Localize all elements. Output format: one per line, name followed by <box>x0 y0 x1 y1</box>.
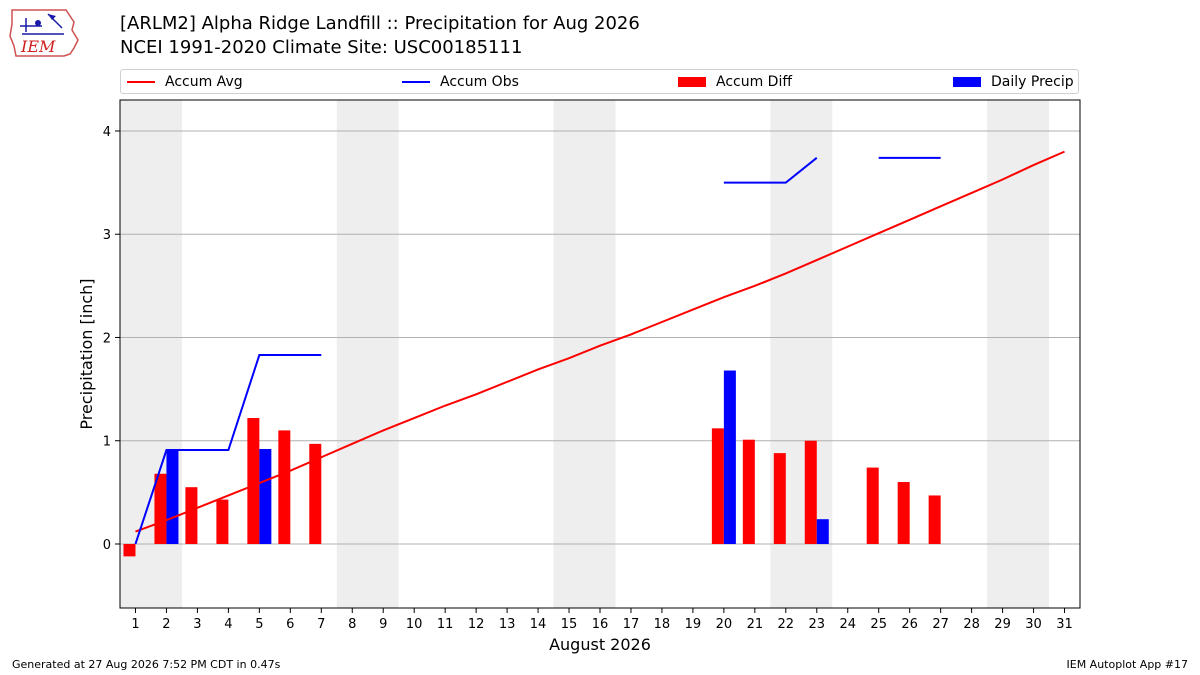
legend-label-accum-diff: Accum Diff <box>716 73 793 90</box>
legend-swatch-accum-obs <box>402 80 430 83</box>
logo-text: IEM <box>20 37 56 56</box>
x-tick-label-4: 4 <box>224 617 232 632</box>
accum-diff-bar-day-27 <box>928 495 941 544</box>
accum-obs-line-segment-1 <box>723 157 818 184</box>
footer-generated: Generated at 27 Aug 2026 7:52 PM CDT in … <box>12 658 281 671</box>
y-tick-label-1: 1 <box>103 435 111 450</box>
legend-swatch-accum-diff <box>678 76 706 87</box>
x-tick-label-2: 2 <box>162 617 170 632</box>
x-tick-label-30: 30 <box>1025 617 1042 632</box>
accum-diff-bar-day-22 <box>773 453 786 544</box>
legend-label-accum-avg: Accum Avg <box>165 73 243 90</box>
legend-item-accum-avg: Accum Avg <box>127 70 243 93</box>
accum-diff-bar-day-5 <box>247 418 260 544</box>
y-axis-ticks: 0 1 2 3 4 <box>103 125 120 553</box>
legend-label-daily-precip: Daily Precip <box>991 73 1074 90</box>
x-tick-label-12: 12 <box>468 617 485 632</box>
accum-diff-bar-day-21 <box>742 439 755 544</box>
x-tick-label-6: 6 <box>286 617 294 632</box>
x-tick-label-29: 29 <box>994 617 1011 632</box>
x-tick-label-22: 22 <box>778 617 795 632</box>
x-tick-label-7: 7 <box>317 617 325 632</box>
y-axis-label: Precipitation [inch] <box>77 278 96 429</box>
chart-legend: Accum Avg Accum Obs Accum Diff Daily Pre… <box>120 69 1079 94</box>
x-tick-label-16: 16 <box>592 617 609 632</box>
accum-diff-bar-day-4 <box>216 499 229 544</box>
accum-diff-bar-day-23 <box>804 440 817 544</box>
daily-precip-bar-day-20 <box>723 370 736 544</box>
legend-item-daily-precip: Daily Precip <box>953 70 1074 93</box>
accum-obs-line-segment-0 <box>134 354 322 545</box>
x-tick-label-18: 18 <box>654 617 671 632</box>
x-tick-label-9: 9 <box>379 617 387 632</box>
accum-diff-bar-day-3 <box>185 487 198 544</box>
x-tick-label-21: 21 <box>747 617 764 632</box>
weekend-band-4 <box>987 100 1050 608</box>
x-tick-label-28: 28 <box>963 617 980 632</box>
x-tick-label-25: 25 <box>870 617 887 632</box>
weather-station-icon <box>20 13 64 35</box>
accum-diff-bar-day-25 <box>866 467 879 544</box>
x-tick-label-26: 26 <box>901 617 918 632</box>
x-tick-label-31: 31 <box>1056 617 1073 632</box>
daily-precip-bar-day-2 <box>166 450 179 544</box>
chart-subtitle: NCEI 1991-2020 Climate Site: USC00185111 <box>120 37 523 58</box>
legend-item-accum-diff: Accum Diff <box>678 70 792 93</box>
accum-diff-bar-day-7 <box>309 443 322 544</box>
y-tick-label-3: 3 <box>103 228 111 243</box>
y-tick-label-4: 4 <box>103 125 111 140</box>
y-tick-label-2: 2 <box>103 331 111 346</box>
x-tick-label-10: 10 <box>406 617 423 632</box>
x-tick-label-24: 24 <box>839 617 856 632</box>
iem-logo: IEM <box>9 9 79 57</box>
accum-diff-bar-day-20 <box>711 428 724 544</box>
accum-diff-bar-day-2 <box>154 473 167 544</box>
x-tick-label-14: 14 <box>530 617 547 632</box>
legend-item-accum-obs: Accum Obs <box>402 70 519 93</box>
line-series <box>134 150 1065 545</box>
legend-swatch-daily-precip <box>953 76 981 87</box>
x-tick-label-1: 1 <box>131 617 139 632</box>
accum-diff-bar-day-6 <box>278 430 291 544</box>
accum-avg-line <box>135 150 1065 533</box>
x-tick-label-8: 8 <box>348 617 356 632</box>
accum-diff-bar-day-26 <box>897 482 910 544</box>
x-tick-label-15: 15 <box>561 617 578 632</box>
x-tick-label-5: 5 <box>255 617 263 632</box>
bar-series <box>123 370 941 557</box>
x-tick-label-27: 27 <box>932 617 949 632</box>
weekend-band-1 <box>336 100 399 608</box>
accum-diff-bar-day-1 <box>123 543 136 557</box>
footer-app: IEM Autoplot App #17 <box>1066 658 1189 671</box>
x-tick-label-23: 23 <box>809 617 826 632</box>
daily-precip-bar-day-23 <box>816 519 829 544</box>
x-axis-ticks: 1 2 3 4 5 6 7 8 9 10 11 12 13 14 15 16 17 18 19 20 21 22 23 24 2… <box>131 608 1073 632</box>
x-tick-label-19: 19 <box>685 617 702 632</box>
x-tick-label-11: 11 <box>437 617 454 632</box>
y-tick-label-0: 0 <box>103 538 111 553</box>
x-tick-label-3: 3 <box>193 617 201 632</box>
x-tick-label-20: 20 <box>716 617 733 632</box>
x-axis-label: August 2026 <box>549 635 651 654</box>
weekend-band-2 <box>553 100 616 608</box>
daily-precip-bar-day-5 <box>259 448 272 544</box>
legend-label-accum-obs: Accum Obs <box>440 73 519 90</box>
legend-swatch-accum-avg <box>127 80 155 83</box>
x-tick-label-17: 17 <box>623 617 640 632</box>
chart-title: [ARLM2] Alpha Ridge Landfill :: Precipit… <box>120 13 640 34</box>
x-tick-label-13: 13 <box>499 617 516 632</box>
